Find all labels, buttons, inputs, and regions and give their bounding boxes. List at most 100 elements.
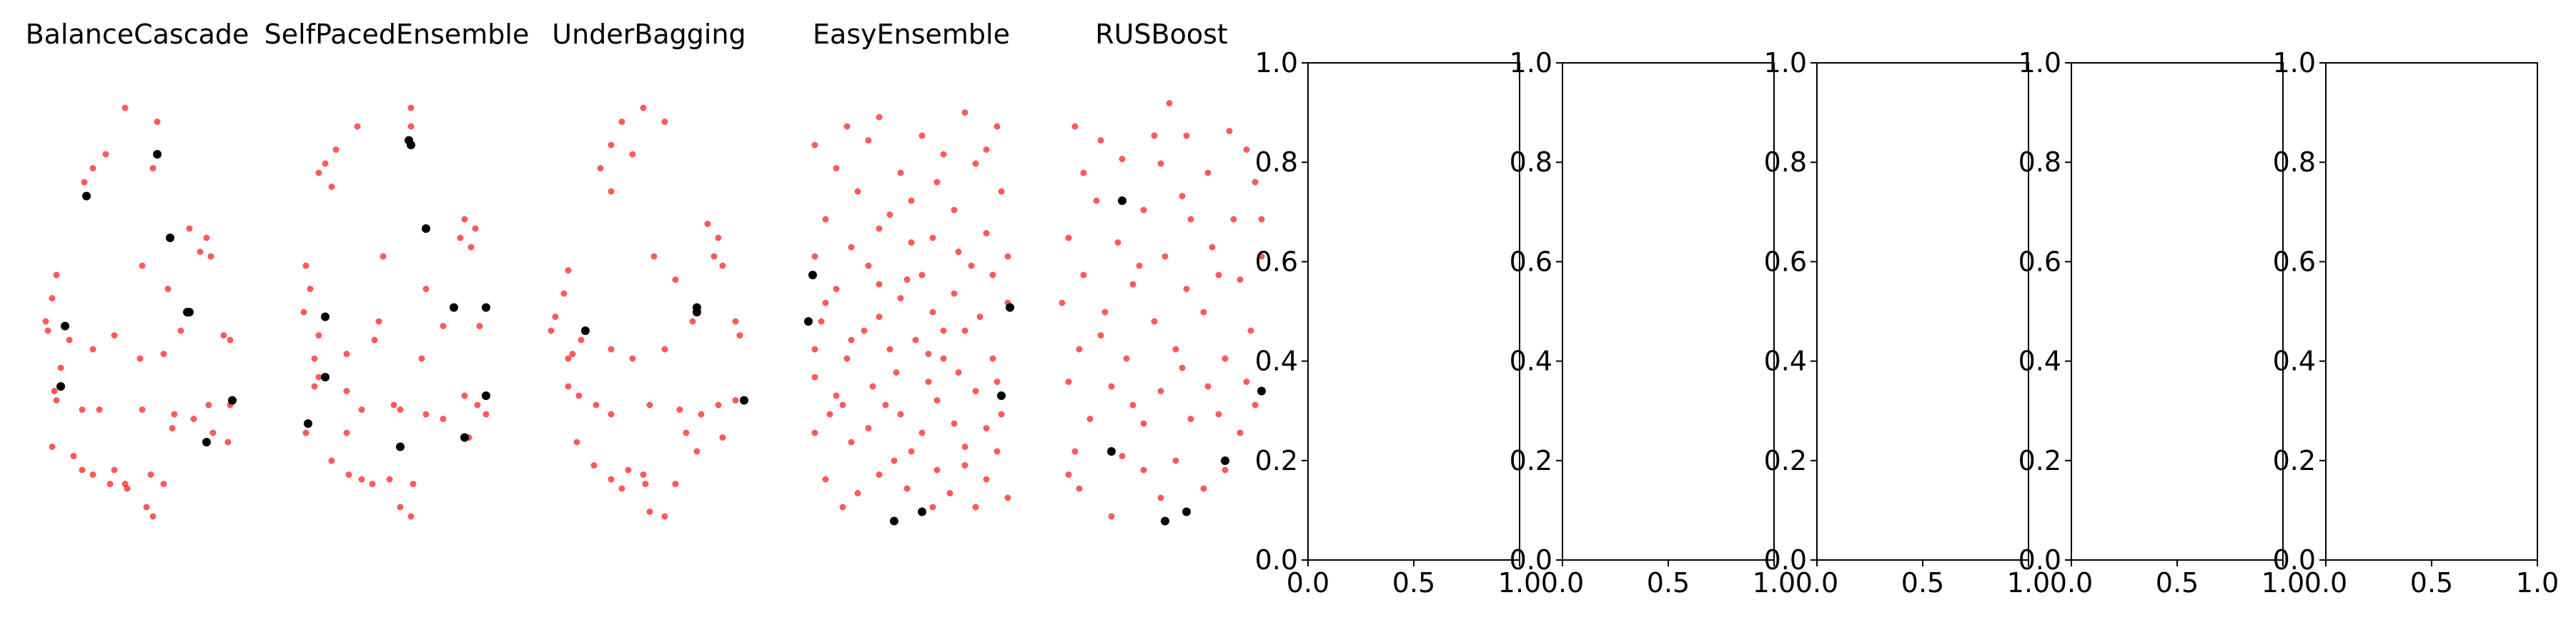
sample-point	[1129, 281, 1136, 288]
sample-point	[886, 211, 893, 218]
sample-point	[876, 471, 883, 478]
highlighted-point	[450, 303, 458, 312]
sample-point	[328, 184, 335, 190]
sample-point	[839, 504, 846, 511]
sample-point	[1230, 216, 1237, 223]
sample-point	[715, 234, 722, 241]
sample-point	[908, 197, 915, 204]
sample-point	[220, 332, 227, 339]
sample-point	[848, 439, 855, 446]
sample-point	[311, 383, 318, 390]
sample-point	[925, 379, 932, 385]
sample-point	[300, 309, 307, 316]
sample-point	[343, 429, 350, 436]
empty-axes-4: 0.0 0.5 1.0 0.0 0.2 0.4 0.6 0.8 1.0	[2018, 47, 2305, 599]
sample-point	[689, 318, 696, 325]
sample-point	[1108, 513, 1115, 520]
sample-point	[683, 429, 690, 436]
highlighted-point	[321, 312, 330, 321]
axes-frame	[1816, 62, 2029, 561]
sample-point	[227, 336, 234, 344]
sample-point	[1140, 420, 1147, 427]
y-tick-label: 0.8	[2273, 146, 2316, 178]
sample-point	[861, 327, 868, 334]
sample-point	[1004, 494, 1011, 501]
sample-point	[822, 476, 829, 483]
y-tick-label: 0.6	[1764, 246, 1807, 277]
sample-point	[618, 485, 625, 492]
panel-title-selfpacedensemble: SelfPacedEnsemble	[264, 19, 530, 50]
sample-point	[1222, 355, 1229, 362]
sample-point	[565, 383, 572, 390]
sample-point	[552, 314, 559, 320]
sample-point	[994, 123, 1001, 130]
sample-point	[865, 425, 872, 431]
sample-point	[397, 504, 404, 511]
sample-point	[983, 230, 990, 236]
sample-point	[375, 318, 382, 325]
highlighted-point	[1107, 447, 1116, 456]
y-tick-label: 0.4	[2018, 346, 2061, 377]
sample-point	[961, 327, 969, 334]
sample-point	[169, 425, 176, 431]
sample-point	[578, 336, 585, 344]
sample-point	[597, 165, 604, 171]
highlighted-point	[153, 150, 162, 159]
sample-point	[908, 448, 915, 455]
sample-point	[893, 369, 900, 376]
sample-point	[1071, 123, 1079, 130]
sample-point	[143, 504, 150, 511]
sample-point	[332, 146, 340, 153]
sample-point	[876, 114, 883, 121]
sample-point	[422, 411, 430, 418]
y-tick-label: 0.8	[2018, 146, 2061, 178]
y-tick-label: 0.4	[1255, 346, 1298, 377]
highlighted-point	[202, 438, 211, 446]
sample-point	[897, 411, 904, 418]
sample-point	[177, 327, 184, 334]
sample-point	[548, 327, 555, 334]
sample-point	[482, 411, 490, 418]
sample-point	[897, 295, 904, 301]
sample-point	[139, 406, 146, 413]
y-tick-label: 1.0	[2018, 47, 2061, 79]
sample-point	[811, 374, 818, 381]
highlighted-point	[1221, 456, 1229, 465]
highlighted-point	[581, 326, 590, 335]
sample-point	[1080, 169, 1087, 176]
sample-point	[472, 225, 479, 232]
sample-point	[833, 165, 840, 171]
y-tick-label: 0.0	[1764, 544, 1807, 576]
sample-point	[422, 286, 430, 292]
sample-point	[1209, 244, 1216, 251]
y-tick-label: 1.0	[1510, 47, 1552, 79]
x-tick-label: 1.0	[1498, 567, 1541, 599]
sample-point	[989, 355, 996, 362]
sample-point	[650, 253, 658, 260]
empty-axes-3: 0.0 0.5 1.0 0.0 0.2 0.4 0.6 0.8 1.0	[1764, 47, 2051, 599]
sample-point	[1172, 346, 1179, 353]
x-tick-label: 0.0	[2050, 567, 2093, 599]
sample-point	[925, 351, 932, 357]
sample-point	[1086, 416, 1094, 422]
sample-point	[1065, 379, 1072, 385]
sample-point	[369, 481, 376, 487]
sample-point	[407, 104, 415, 111]
sample-point	[1101, 309, 1109, 316]
highlighted-point	[693, 303, 701, 312]
sample-point	[1179, 364, 1186, 371]
sample-point	[560, 290, 568, 297]
sample-point	[1243, 379, 1250, 385]
highlighted-point	[1006, 303, 1014, 312]
sample-point	[593, 401, 600, 409]
sample-point	[1108, 383, 1115, 390]
sample-point	[1129, 401, 1136, 409]
sample-point	[461, 216, 468, 223]
sample-point	[410, 481, 417, 487]
sample-point	[972, 504, 979, 511]
sample-point	[1140, 466, 1147, 474]
sample-point	[79, 466, 86, 474]
sample-point	[998, 411, 1005, 418]
sample-point	[961, 444, 969, 450]
